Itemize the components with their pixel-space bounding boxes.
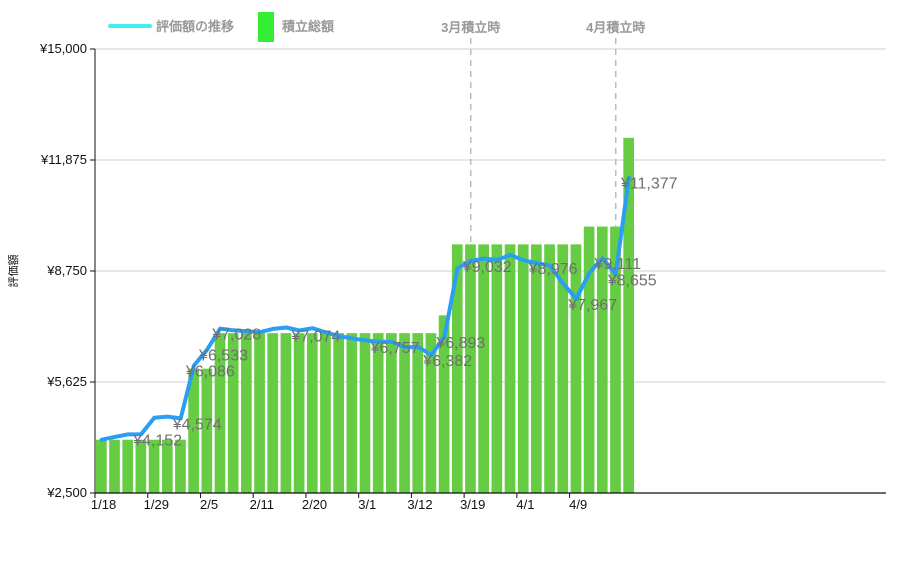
x-tick-label: 3/12 [407,497,432,512]
annotation-label: 4月積立時 [586,20,645,35]
bar [96,439,107,493]
data-label: ¥7,967 [567,297,617,314]
data-label: ¥6,533 [198,348,248,365]
bar [148,439,160,493]
line-series [99,175,631,442]
x-tick-label: 2/5 [200,497,218,512]
y-tick-label: ¥5,625 [46,374,87,389]
bar [451,244,463,493]
bar [570,244,582,493]
bar [544,244,555,493]
data-label: ¥6,086 [185,364,235,381]
x-tick-label: 4/9 [569,497,587,512]
annotations: 3月積立時 4月積立時 [441,20,645,245]
bar [557,244,569,493]
series-line [99,175,631,442]
y-tick-label: ¥2,500 [46,485,87,500]
x-tick-label: 1/29 [144,497,169,512]
data-label: ¥7,028 [211,327,261,344]
bar [306,333,318,493]
bar [254,333,265,493]
data-label: ¥7,074 [290,329,340,346]
data-label: ¥4,574 [172,416,222,433]
bar [425,333,437,493]
bar [214,333,226,493]
bar [491,244,503,493]
data-label: ¥9,032 [462,259,512,276]
x-tick-label: 1/18 [91,497,116,512]
y-tick-label: ¥11,875 [40,152,87,167]
bar [346,333,358,493]
bar [359,333,371,493]
bar [610,226,621,493]
data-label: ¥6,893 [435,335,485,352]
bar [399,333,410,493]
bar [478,244,489,493]
x-tick-label: 2/11 [250,497,274,512]
data-labels: ¥4,152¥4,574 ¥6,086¥6,533 ¥7,028 ¥7,074 ¥6,7… [132,176,678,450]
bar [241,333,252,493]
bar [596,226,608,493]
bar [372,333,384,493]
axes: ¥2,500 ¥5,625 ¥8,750 ¥11,875 ¥15,000 1/18 1/29… [6,41,886,512]
bar [583,226,595,493]
bar [465,244,476,493]
annotation-label: 3月積立時 [441,20,500,35]
bar [320,333,331,493]
bar [227,333,239,493]
bar [412,333,424,493]
bar [122,439,134,493]
bar-series [96,137,635,494]
x-tick-label: 3/19 [460,497,485,512]
bar [161,439,173,493]
bar [135,439,147,493]
data-label: ¥6,382 [422,353,472,370]
y-axis-label: 評価額 [6,255,20,288]
bar [517,244,529,493]
legend-bar-swatch [258,12,274,42]
data-label: ¥6,757 [369,340,419,357]
y-tick-label: ¥15,000 [39,41,87,56]
bar [386,333,397,493]
legend-label-line: 評価額の推移 [156,19,234,34]
data-label: ¥11,377 [620,176,678,193]
bar [438,315,450,493]
bar [280,333,292,493]
data-label: ¥8,976 [528,261,578,278]
bar [109,439,120,493]
bar [504,244,516,493]
bar [333,333,344,493]
y-tick-label: ¥8,750 [46,263,87,278]
bar [623,137,635,494]
legend: 評価額の推移 積立総額 [108,12,334,42]
bar [267,333,279,493]
data-label: ¥4,152 [132,432,182,449]
x-tick-label: 3/1 [358,497,376,512]
legend-label-bar: 積立総額 [281,19,334,34]
x-tick-label: 4/1 [516,497,534,512]
data-label: ¥9,111 [594,256,642,273]
x-tick-label: 2/20 [302,497,327,512]
data-label: ¥8,655 [607,272,657,289]
bar [293,333,305,493]
bar [201,368,213,493]
gridlines [95,48,886,383]
bar [175,439,186,493]
bar [188,368,199,493]
bar [531,244,542,493]
